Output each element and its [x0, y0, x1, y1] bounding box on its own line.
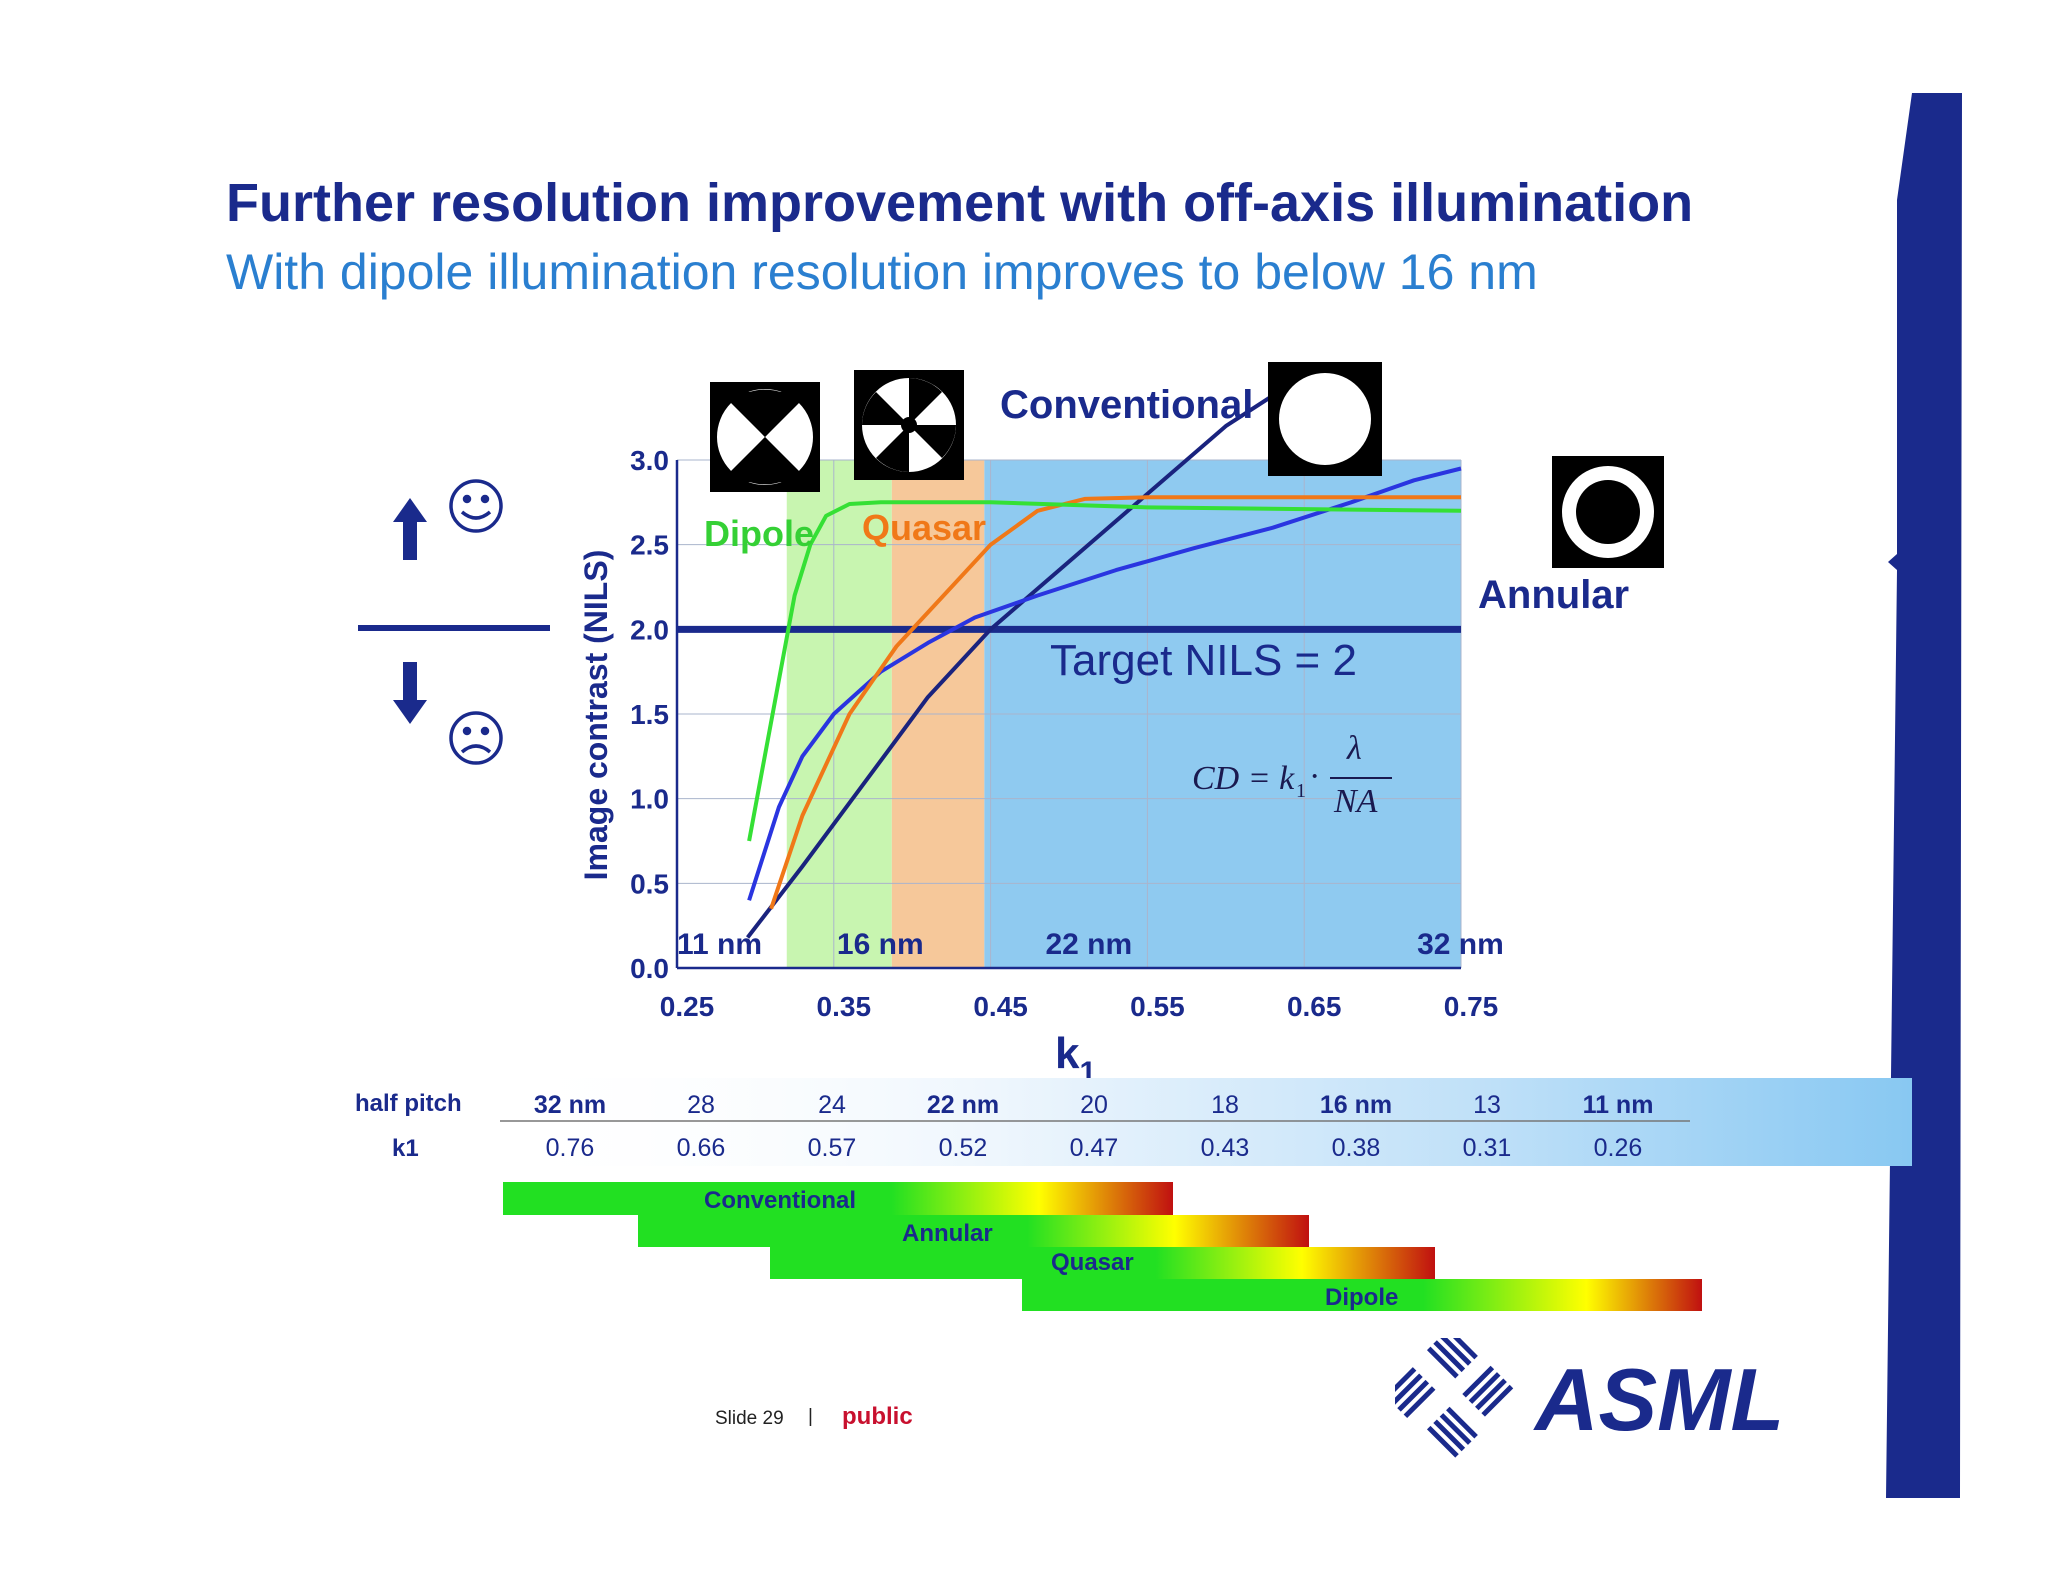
bar-label-quasar: Quasar [1051, 1249, 1134, 1276]
formula-dot: · [1309, 758, 1321, 795]
k1-cell: 0.31 [1463, 1134, 1512, 1162]
smiley-sad-icon [449, 711, 503, 765]
slide-number: Slide 29 [715, 1408, 784, 1429]
node-label: 32 nm [1417, 928, 1504, 961]
y-tick-label: 2.5 [630, 530, 669, 561]
illumination-capability-bars: Conventional Annular Quasar Dipole [503, 1182, 1702, 1311]
bar-label-annular: Annular [902, 1220, 993, 1247]
asml-logo: ASML [1395, 1338, 1784, 1458]
bar-quasar [770, 1247, 1435, 1279]
half-pitch-cell: 20 [1080, 1091, 1108, 1119]
arrow-down-icon [393, 662, 427, 724]
indicator-divider [358, 625, 550, 631]
series-dipole-line [747, 500, 1462, 842]
bar-label-conventional: Conventional [704, 1187, 856, 1214]
k1-cell: 0.66 [677, 1134, 726, 1162]
x-tick-label: 0.75 [1444, 991, 1499, 1022]
y-tick-label: 3.0 [630, 445, 669, 476]
series-conventional-line [746, 373, 1306, 939]
k1-cell: 0.76 [546, 1134, 595, 1162]
series-annular-line [747, 466, 1462, 901]
half-pitch-cell: 28 [687, 1091, 715, 1119]
series-quasar-line [769, 495, 1461, 910]
slide-subtitle: With dipole illumination resolution impr… [226, 244, 1538, 300]
node-label: 16 nm [837, 928, 924, 961]
pitch-table: half pitch k1 32 nm 28 24 22 nm 20 18 16 nm 13 11 … [355, 1078, 1912, 1166]
formula-numerator: λ [1347, 730, 1362, 767]
footer-separator: | [808, 1406, 813, 1427]
classification-label: public [842, 1403, 913, 1430]
x-tick-label: 0.35 [817, 991, 872, 1022]
k1-cell: 0.26 [1594, 1134, 1643, 1162]
dipole-pupil-icon [710, 382, 820, 492]
series-label-quasar: Quasar [862, 507, 986, 548]
bar-conventional [503, 1182, 1173, 1215]
formula-lhs: CD = k [1192, 760, 1295, 797]
formula-denominator: NA [1334, 783, 1378, 820]
k1-cell: 0.52 [939, 1134, 988, 1162]
k1-cell: 0.38 [1332, 1134, 1381, 1162]
quasar-pupil-icon [854, 370, 964, 480]
formula-bar [1330, 777, 1392, 779]
target-label: Target NILS = 2 [1050, 636, 1357, 685]
y-tick-label: 1.5 [630, 699, 669, 730]
k1-cell: 0.43 [1201, 1134, 1250, 1162]
half-pitch-cell: 32 nm [534, 1091, 606, 1119]
y-tick-label: 0.5 [630, 868, 669, 899]
slide-title: Further resolution improvement with off-… [226, 173, 1694, 233]
series-label-dipole: Dipole [704, 513, 814, 554]
x-tick-label: 0.55 [1130, 991, 1185, 1022]
x-tick-label: 0.45 [973, 991, 1028, 1022]
y-tick-label: 0.0 [630, 953, 669, 984]
bar-annular [638, 1215, 1309, 1247]
contrast-indicator [358, 479, 550, 765]
half-pitch-cell: 24 [818, 1091, 846, 1119]
x-tick-label: 0.25 [660, 991, 715, 1022]
node-label: 11 nm [677, 928, 762, 961]
conventional-pupil-icon [1268, 362, 1382, 476]
bar-dipole [1022, 1279, 1702, 1311]
half-pitch-cell: 11 nm [1583, 1091, 1654, 1119]
y-axis-title: Image contrast (NILS) [578, 550, 614, 881]
half-pitch-cell: 18 [1211, 1091, 1239, 1119]
node-label: 22 nm [1045, 928, 1132, 961]
x-tick-label: 0.65 [1287, 991, 1342, 1022]
smiley-happy-icon [449, 479, 503, 533]
asml-logo-icon [1395, 1338, 1514, 1458]
half-pitch-cell: 13 [1473, 1091, 1501, 1119]
row-label-half-pitch: half pitch [355, 1090, 462, 1117]
series-label-conventional: Conventional [1000, 383, 1253, 427]
formula-sub: 1 [1296, 780, 1306, 802]
table-gradient-band [500, 1078, 1912, 1166]
annular-pupil-icon [1552, 456, 1664, 568]
half-pitch-cell: 22 nm [927, 1091, 999, 1119]
half-pitch-cell: 16 nm [1320, 1091, 1392, 1119]
y-tick-label: 2.0 [630, 614, 669, 645]
y-tick-label: 1.0 [630, 784, 669, 815]
k1-cell: 0.57 [808, 1134, 857, 1162]
asml-logo-text: ASML [1533, 1350, 1784, 1449]
row-label-k1: k1 [392, 1135, 419, 1162]
series-label-annular: Annular [1478, 573, 1629, 617]
k1-cell: 0.47 [1070, 1134, 1119, 1162]
arrow-up-icon [393, 498, 427, 560]
bar-label-dipole: Dipole [1325, 1284, 1398, 1311]
